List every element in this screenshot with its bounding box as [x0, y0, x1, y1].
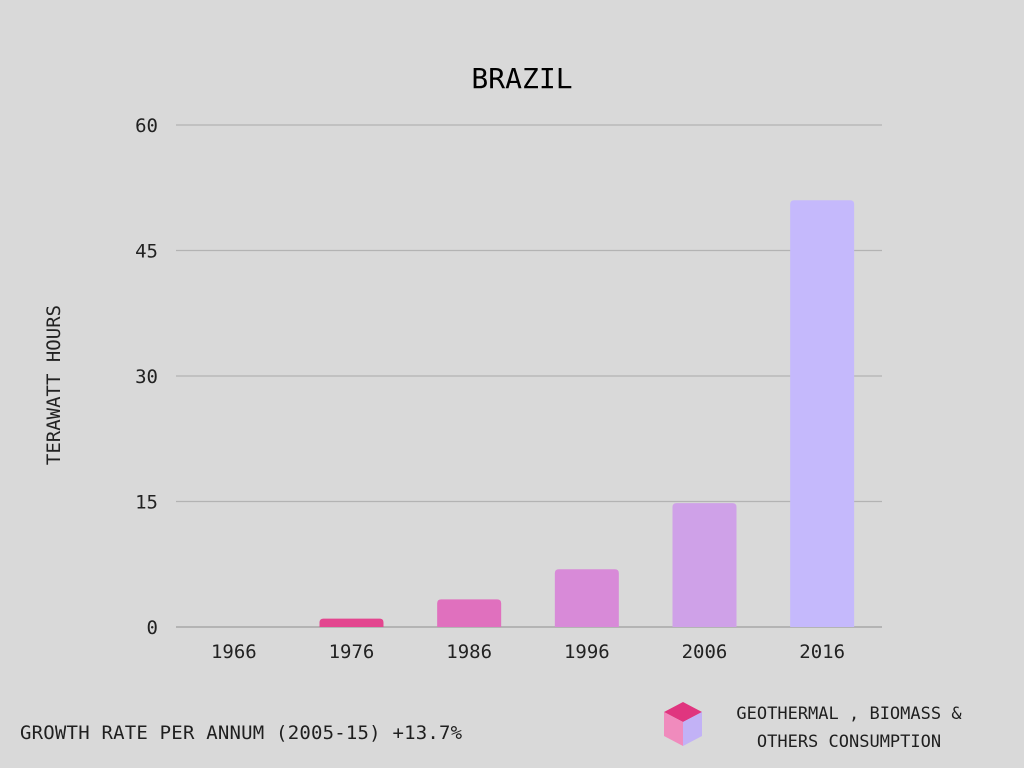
- x-tick-label: 1976: [329, 641, 375, 663]
- bar-2006: [672, 503, 737, 627]
- growth-rate-text: GROWTH RATE PER ANNUM (2005-15) +13.7%: [20, 722, 463, 744]
- y-tick-label: 15: [135, 492, 158, 514]
- cube-icon: [664, 702, 702, 746]
- legend-label-line2: OTHERS CONSUMPTION: [756, 732, 942, 752]
- bar-1986: [437, 599, 502, 627]
- legend-label-line1: GEOTHERMAL , BIOMASS &: [736, 704, 962, 724]
- x-tick-label: 2016: [799, 641, 845, 663]
- chart-title: BRAZIL: [471, 62, 572, 95]
- grid-layer: 0 15 30 45 60: [135, 115, 882, 639]
- y-tick-label: 45: [135, 241, 158, 263]
- x-tick-label: 2006: [682, 641, 728, 663]
- bar-1976: [319, 618, 384, 627]
- y-tick-label: 60: [135, 115, 158, 137]
- y-axis-label: TERAWATT HOURS: [43, 305, 65, 465]
- y-tick-label: 0: [147, 617, 158, 639]
- bars-layer: [319, 200, 855, 628]
- legend: GEOTHERMAL , BIOMASS & OTHERS CONSUMPTIO…: [662, 700, 1002, 760]
- x-axis-ticks: 1966 1976 1986 1996 2006 2016: [211, 641, 845, 663]
- legend-label: GEOTHERMAL , BIOMASS & OTHERS CONSUMPTIO…: [714, 700, 984, 756]
- x-tick-label: 1966: [211, 641, 257, 663]
- x-tick-label: 1996: [564, 641, 610, 663]
- x-tick-label: 1986: [446, 641, 492, 663]
- bar-2016: [790, 200, 855, 628]
- bar-1996: [554, 569, 619, 627]
- y-tick-label: 30: [135, 366, 158, 388]
